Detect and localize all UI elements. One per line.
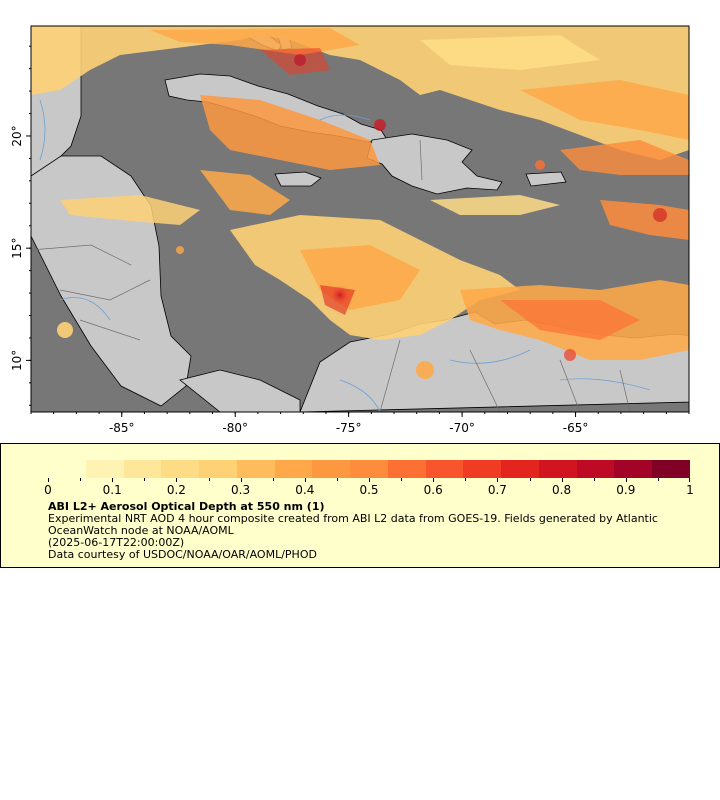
colorbar-minor-tick (80, 478, 82, 481)
rivers-layer (39, 99, 651, 412)
borders-layer (31, 139, 631, 412)
colorbar-minor-tick (529, 478, 531, 481)
colorbar-minor-tick (272, 478, 274, 481)
colorbar-swatch (463, 460, 502, 478)
colorbar-swatch (236, 460, 275, 478)
colorbar-tick (625, 478, 627, 482)
colorbar-swatch (538, 460, 577, 478)
colorbar-minor-tick (593, 478, 595, 481)
map-area: -85° -80° -75° -70° -65° 20° 15° 10° (0, 0, 720, 440)
x-tick-label: -85° (109, 421, 135, 435)
legend-timestamp: (2025-06-17T22:00:00Z) (48, 536, 185, 549)
colorbar-swatch (350, 460, 388, 478)
aod-map[interactable]: -85° -80° -75° -70° -65° 20° 15° 10° (0, 0, 720, 440)
legend-text: ABI L2+ Aerosol Optical Depth at 550 nm … (48, 501, 698, 561)
y-tick-label: 15° (10, 238, 24, 259)
colorbar-tick (176, 478, 178, 482)
colorbar-tick (48, 478, 49, 482)
colorbar-tick-label: 0 (44, 483, 52, 497)
axis-ticks: -85° -80° -75° -70° -65° 20° 15° 10° (10, 45, 690, 435)
legend-panel: 0 0.1 0.2 0.3 0.4 0.5 0.6 0.7 0.8 0.9 1 ABI L2+ Ae… (0, 443, 720, 568)
colorbar-minor-tick (401, 478, 403, 481)
colorbar-tick-label: 1 (686, 483, 694, 497)
colorbar-swatch (48, 460, 86, 478)
colorbar-tick (112, 478, 114, 482)
landmass-panama (179, 369, 301, 412)
colorbar-swatch (161, 460, 200, 478)
landmass-puerto-rico (525, 171, 567, 187)
colorbar-swatch (199, 460, 237, 478)
plot-frame (30, 25, 690, 413)
legend-title: ABI L2+ Aerosol Optical Depth at 550 nm … (48, 500, 325, 513)
colorbar-tick-label: 0.8 (552, 483, 572, 497)
colorbar-minor-tick (657, 478, 659, 481)
x-tick-label: -70° (449, 421, 475, 435)
colorbar-tick (433, 478, 435, 482)
colorbar (48, 460, 691, 478)
colorbar-tick (497, 478, 499, 482)
colorbar-tick-label: 0.7 (487, 483, 507, 497)
colorbar-tick-label: 0.3 (231, 483, 251, 497)
landmass-hispaniola (366, 133, 503, 195)
colorbar-swatch (312, 460, 351, 478)
colorbar-swatch (274, 460, 313, 478)
aod-layer (31, 26, 689, 379)
colorbar-minor-tick (144, 478, 146, 481)
colorbar-tick-label: 0.5 (359, 483, 379, 497)
x-tick-label: -80° (222, 421, 248, 435)
y-tick-label: 20° (10, 125, 24, 146)
colorbar-ticks: 0 0.1 0.2 0.3 0.4 0.5 0.6 0.7 0.8 0.9 1 (44, 478, 694, 498)
landmass-jamaica (274, 171, 322, 187)
colorbar-swatch (387, 460, 426, 478)
legend-credit: Data courtesy of USDOC/NOAA/OAR/AOML/PHO… (48, 548, 317, 561)
colorbar-minor-tick (465, 478, 467, 481)
colorbar-tick (561, 478, 563, 482)
colorbar-tick (689, 478, 690, 482)
colorbar-tick-label: 0.2 (166, 483, 186, 497)
colorbar-minor-tick (208, 478, 210, 481)
colorbar-swatch (501, 460, 539, 478)
colorbar-tick (240, 478, 242, 482)
colorbar-swatch (576, 460, 615, 478)
colorbar-tick (304, 478, 306, 482)
colorbar-tick-label: 0.6 (423, 483, 443, 497)
colorbar-swatch (425, 460, 464, 478)
x-tick-label: -65° (563, 421, 589, 435)
colorbar-tick (369, 478, 370, 482)
colorbar-tick-label: 0.4 (295, 483, 315, 497)
colorbar-swatch (614, 460, 653, 478)
colorbar-swatch (652, 460, 691, 478)
colorbar-minor-tick (336, 478, 338, 481)
legend-description: Experimental NRT AOD 4 hour composite cr… (48, 512, 662, 537)
x-tick-label: -75° (336, 421, 362, 435)
colorbar-swatch (85, 460, 124, 478)
y-tick-label: 10° (10, 350, 24, 371)
colorbar-tick-label: 0.1 (102, 483, 122, 497)
colorbar-tick-label: 0.9 (616, 483, 636, 497)
colorbar-swatch (123, 460, 162, 478)
